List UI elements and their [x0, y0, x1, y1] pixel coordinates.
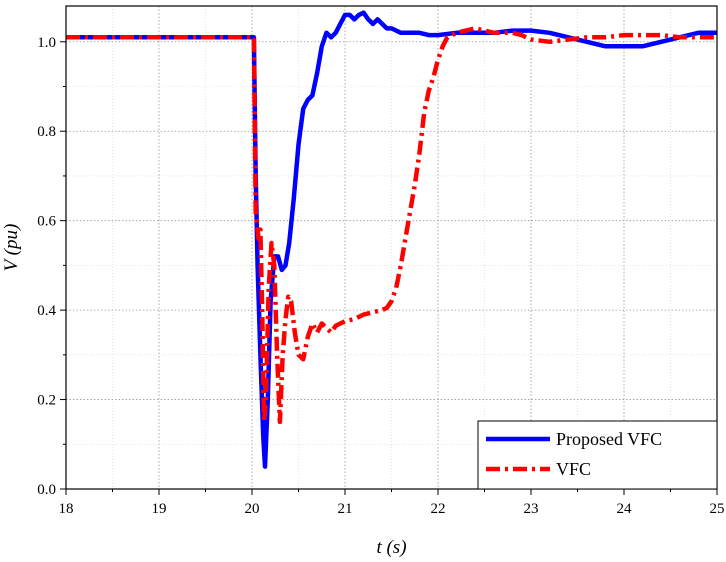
x-tick-label: 22	[431, 501, 446, 517]
x-tick-label: 21	[338, 501, 353, 517]
grid-lines	[65, 6, 718, 490]
x-tick-label: 19	[152, 501, 167, 517]
axis-ticks: 18 19 20 21 22 23 24 25 0.0 0.2 0.4 0.6 0.8 1.0	[37, 35, 724, 517]
x-tick-label: 20	[245, 501, 260, 517]
y-tick-label: 1.0	[37, 35, 56, 51]
x-tick-label: 23	[524, 501, 539, 517]
x-tick-label: 24	[617, 501, 633, 517]
legend-label-proposed-vfc: Proposed VFC	[556, 429, 662, 449]
legend-box	[477, 420, 718, 490]
series-line-proposed-vfc	[66, 10, 717, 469]
y-tick-label: 0.4	[37, 303, 56, 319]
series-line-vfc	[66, 26, 717, 425]
y-tick-label: 0.8	[37, 124, 56, 140]
legend-label-vfc: VFC	[556, 459, 591, 479]
legend: Proposed VFC VFC	[477, 420, 718, 490]
y-tick-label: 0.6	[37, 214, 56, 230]
x-tick-label: 25	[710, 501, 725, 517]
y-tick-label: 0.0	[37, 482, 56, 498]
x-axis-title: t (s)	[376, 537, 406, 558]
y-axis-title: V (pu)	[1, 224, 22, 272]
y-tick-label: 0.2	[37, 393, 56, 409]
x-tick-label: 18	[59, 501, 74, 517]
series-lines	[66, 10, 717, 469]
